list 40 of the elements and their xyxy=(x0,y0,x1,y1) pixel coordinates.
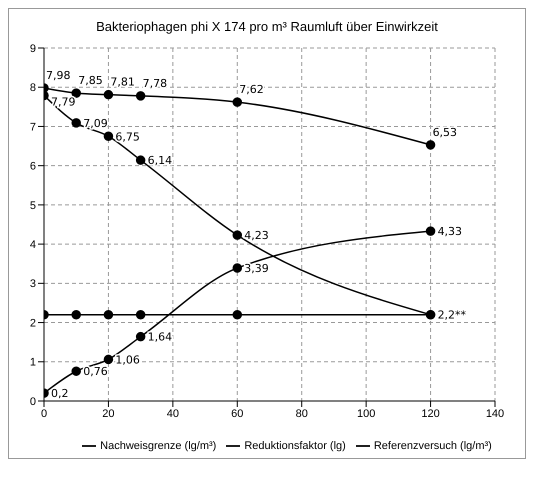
data-label: 4,33 xyxy=(438,225,462,238)
data-label: 7,79 xyxy=(51,95,76,108)
chart-title: Bakteriophagen phi X 174 pro m³ Raumluft über Einwirkzeit xyxy=(95,18,439,36)
y-tick-label: 2 xyxy=(30,317,36,330)
x-tick-label: 60 xyxy=(231,408,244,420)
data-label: 4,23 xyxy=(244,229,269,242)
legend-label: Referenzversuch (lg/m³) xyxy=(374,440,492,452)
data-label: 1,64 xyxy=(148,330,172,344)
x-tick-label: 100 xyxy=(356,408,376,420)
data-label: 0,2 xyxy=(51,387,68,400)
y-tick-label: 9 xyxy=(30,42,36,55)
x-tick-label: 120 xyxy=(421,408,440,420)
y-tick-label: 3 xyxy=(30,278,36,290)
x-tick-label: 0 xyxy=(40,408,48,420)
x-tick-label: 80 xyxy=(296,408,308,420)
data-label: 7,09 xyxy=(83,116,108,130)
x-tick-label: 140 xyxy=(486,408,504,420)
data-label: 7,85 xyxy=(78,74,103,88)
data-label: 6,14 xyxy=(148,154,172,168)
data-label: 7,81 xyxy=(110,76,135,89)
data-label: 6,75 xyxy=(115,130,140,144)
y-tick-label: 6 xyxy=(30,160,36,173)
y-tick-label: 8 xyxy=(30,82,36,94)
data-label: 0,76 xyxy=(83,365,108,378)
y-tick-label: 1 xyxy=(30,356,36,369)
x-tick-label: 20 xyxy=(102,408,115,420)
y-tick-label: 0 xyxy=(30,396,36,408)
data-label: 7,78 xyxy=(142,76,168,90)
data-label: 3,39 xyxy=(244,262,269,276)
y-tick-label: 7 xyxy=(30,121,36,134)
data-label: 7,62 xyxy=(239,83,264,96)
y-tick-label: 5 xyxy=(30,200,36,212)
data-label: 6,53 xyxy=(432,126,458,139)
x-tick-label: 40 xyxy=(166,408,179,420)
y-tick-label: 4 xyxy=(30,239,36,252)
legend-label: Nachweisgrenze (lg/m³) xyxy=(100,440,216,452)
legend-label: Reduktionsfaktor (lg) xyxy=(244,440,346,452)
data-label: 7,98 xyxy=(46,69,70,82)
data-label: 1,06 xyxy=(115,353,140,366)
data-label: 2,2** xyxy=(438,308,467,322)
